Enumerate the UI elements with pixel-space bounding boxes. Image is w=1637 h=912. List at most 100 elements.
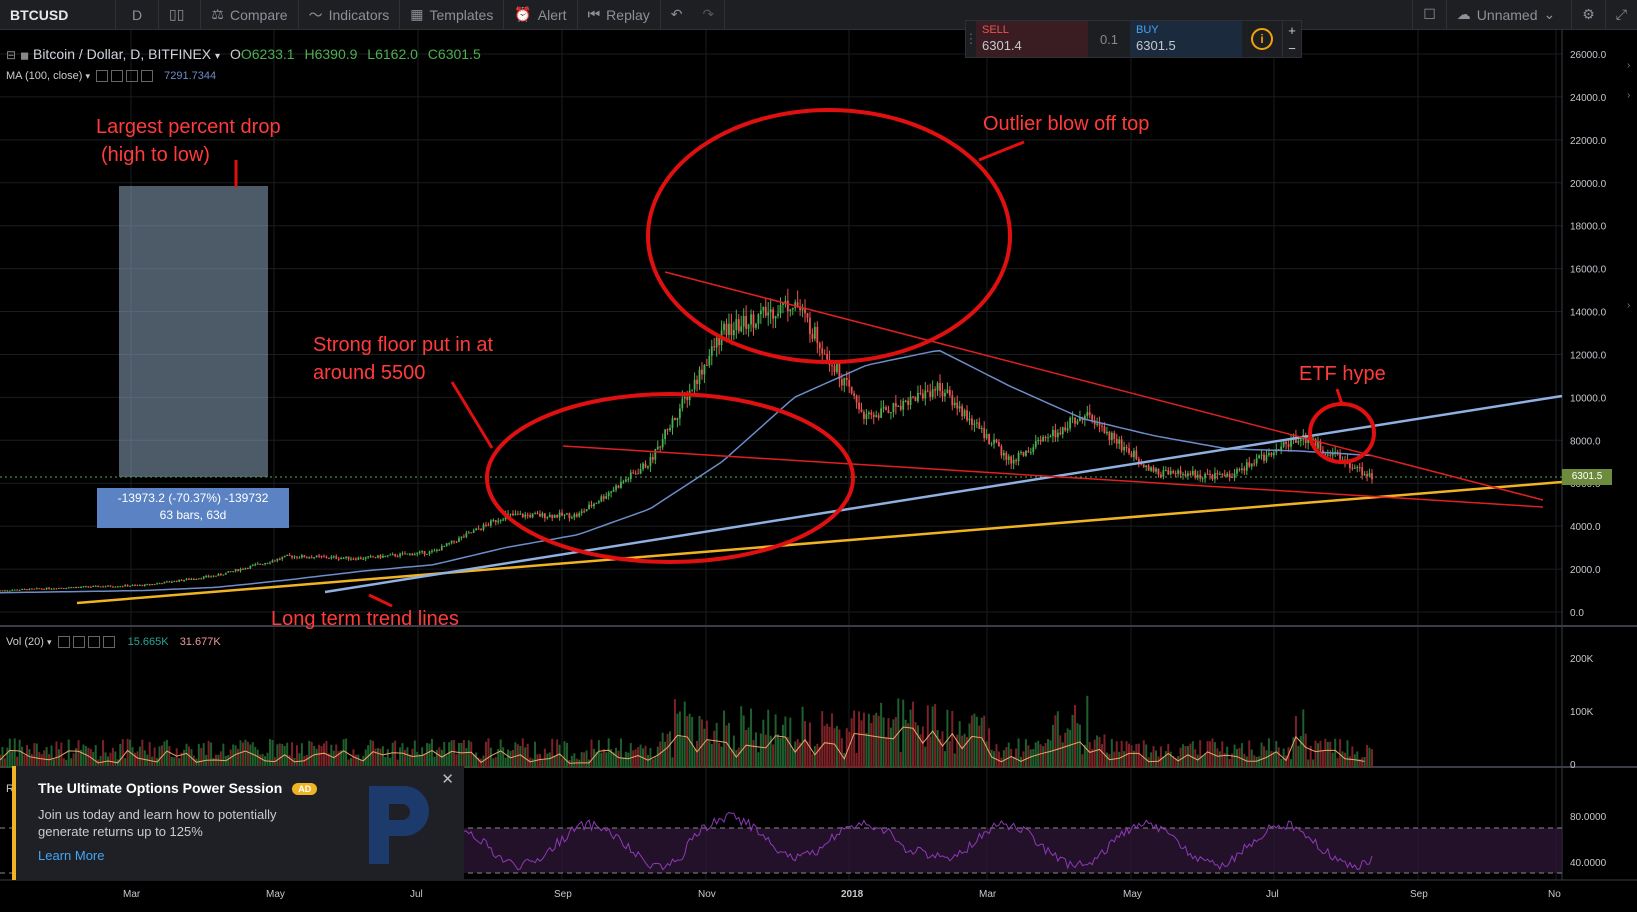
volume-bar [288, 755, 291, 768]
fullscreen-button[interactable]: ⤢ [1606, 0, 1637, 29]
volume-bar [904, 719, 907, 768]
candle-body [502, 519, 505, 521]
annotation-etf[interactable]: ETF hype [1299, 363, 1386, 385]
volume-bar [610, 749, 613, 768]
chart-type-button[interactable]: ▯▯ [159, 0, 202, 29]
interval-button[interactable]: D [116, 0, 159, 29]
volume-bar [131, 747, 134, 768]
candle-body [934, 389, 937, 391]
candle-body [85, 586, 87, 588]
candle-body [1358, 467, 1361, 469]
volume-bar [811, 753, 814, 768]
volume-bar [337, 751, 340, 768]
annotation-floor[interactable]: Strong floor put in at around 5500 [313, 331, 493, 387]
annotation-largest-drop[interactable]: Largest percent drop (high to low) [96, 113, 281, 169]
legend-title[interactable]: Bitcoin / Dollar, D, BITFINEX [32, 46, 212, 62]
candle-body [698, 369, 701, 385]
redo-button[interactable]: ↷ [693, 0, 726, 29]
volume-bar [1314, 740, 1317, 768]
volume-bar [909, 709, 912, 768]
collapse-icon[interactable]: ⊟ [6, 48, 17, 62]
candle-body [112, 586, 114, 588]
quantity-stepper[interactable]: + − [1282, 21, 1301, 57]
volume-label[interactable]: Vol (20) [6, 636, 44, 648]
candle-body [1123, 446, 1126, 451]
candle-body [291, 555, 293, 558]
ad-banner[interactable]: The Ultimate Options Power Session AD Joi… [12, 766, 464, 880]
volume-bar [669, 731, 672, 768]
ma-label[interactable]: MA (100, close) [6, 70, 83, 82]
buy-button[interactable]: BUY 6301.5 [1130, 21, 1242, 57]
chevron-down-icon[interactable]: ▾ [215, 51, 221, 62]
candle-body [799, 306, 802, 311]
undo-button[interactable]: ↶ [661, 0, 693, 29]
plus-icon[interactable] [87, 636, 100, 649]
templates-button[interactable]: ▦ Templates [400, 0, 505, 29]
volume-bar [119, 743, 122, 768]
candle-body [1241, 468, 1243, 470]
alert-button[interactable]: ⏰ Alert [504, 0, 578, 29]
symbol-search[interactable]: BTCUSD [0, 0, 116, 29]
legend-open: O6233.1 [240, 46, 295, 62]
candle-body [1184, 474, 1187, 477]
scroll-right-icon[interactable]: › [1627, 300, 1631, 311]
info-button[interactable]: i [1242, 21, 1282, 57]
scroll-right-icon[interactable]: › [1627, 60, 1631, 71]
volume-bar [195, 758, 198, 768]
eye-icon[interactable] [57, 636, 70, 649]
compare-button[interactable]: ⚖ Compare [201, 0, 299, 29]
close-icon[interactable] [102, 636, 115, 649]
ad-learn-more-link[interactable]: Learn More [38, 848, 105, 863]
volume-bar [747, 727, 750, 768]
candle-body [418, 551, 421, 553]
volume-bar [1285, 755, 1288, 768]
candle-body [224, 572, 227, 575]
candle-body [485, 524, 487, 526]
close-icon[interactable]: ✕ [441, 771, 454, 788]
scroll-right-icon[interactable]: › [1627, 90, 1631, 101]
eye-icon[interactable] [96, 70, 109, 83]
replay-button[interactable]: ⏮ Replay [578, 0, 661, 29]
candle-body [460, 536, 463, 538]
indicators-button[interactable]: 〜 Indicators [299, 0, 401, 29]
sell-button[interactable]: SELL 6301.4 [976, 21, 1088, 57]
price-tick-label: 20000.0 [1570, 179, 1607, 190]
candle-body [399, 553, 401, 557]
settings-button[interactable]: ⚙ [1572, 0, 1606, 29]
volume-bar [725, 725, 728, 768]
volume-bar [1366, 744, 1369, 768]
settings-icon[interactable] [72, 636, 85, 649]
volume-bar [907, 723, 910, 768]
volume-bar [740, 706, 743, 768]
volume-bar [1260, 742, 1263, 768]
candle-body [1174, 473, 1177, 475]
candle-body [1191, 470, 1194, 475]
candle-body [308, 557, 311, 559]
plus-icon[interactable] [126, 70, 139, 83]
volume-bar [683, 701, 686, 768]
volume-bar [691, 716, 694, 768]
layout-name-button[interactable]: ☁ Unnamed ⌄ [1447, 0, 1573, 29]
chevron-down-icon[interactable]: ▾ [85, 71, 91, 81]
candle-body [472, 530, 475, 533]
candle-body [590, 504, 593, 507]
fullscreen-layout-button[interactable]: ☐ [1412, 0, 1447, 29]
annotation-trend[interactable]: Long term trend lines [271, 608, 459, 630]
volume-bar [67, 739, 70, 768]
volume-bar [305, 754, 308, 768]
minus-icon[interactable]: − [1288, 40, 1296, 56]
candle-body [273, 560, 276, 562]
chevron-down-icon[interactable]: ▾ [46, 637, 52, 647]
annotation-blow-off[interactable]: Outlier blow off top [983, 113, 1150, 135]
time-tick-label: Mar [979, 889, 997, 900]
plus-icon[interactable]: + [1288, 22, 1296, 38]
candle-body [33, 588, 36, 590]
settings-icon[interactable] [111, 70, 124, 83]
volume-bar [1339, 739, 1342, 768]
close-icon[interactable] [141, 70, 154, 83]
rsi-legend[interactable]: R [6, 783, 14, 795]
candle-body [80, 587, 82, 589]
candle-body [902, 401, 905, 410]
drag-handle-icon[interactable]: ⋮ [964, 31, 978, 46]
